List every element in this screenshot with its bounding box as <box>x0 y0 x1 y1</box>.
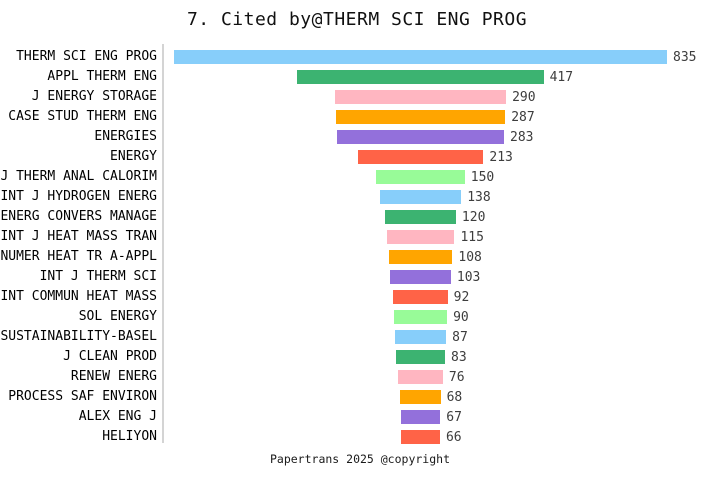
category-label: APPL THERM ENG <box>47 69 157 84</box>
bar <box>334 90 507 104</box>
value-label: 120 <box>461 210 486 225</box>
bar <box>388 250 453 264</box>
category-label: SOL ENERGY <box>78 309 157 324</box>
bar <box>401 430 440 444</box>
bar <box>398 370 443 384</box>
y-axis-line <box>162 44 164 443</box>
bar <box>335 110 506 124</box>
category-label: ENERGY <box>110 149 157 164</box>
value-label: 287 <box>511 110 535 125</box>
bar <box>394 330 447 344</box>
bar <box>390 270 451 284</box>
value-label: 90 <box>453 310 469 325</box>
category-label: RENEW ENERG <box>70 369 157 384</box>
category-label: J CLEAN PROD <box>63 349 157 364</box>
value-label: 76 <box>448 370 465 385</box>
bar <box>297 70 544 84</box>
bar <box>400 410 441 424</box>
category-label: INT J THERM SCI <box>39 269 157 284</box>
bar <box>400 390 441 404</box>
bar <box>393 310 448 324</box>
category-label: INT COMMUN HEAT MASS <box>0 289 157 304</box>
bar <box>395 350 445 364</box>
category-label: J ENERGY STORAGE <box>31 89 157 104</box>
bar <box>174 50 667 64</box>
category-label: ENERGIES <box>94 129 157 144</box>
value-label: 108 <box>458 250 482 265</box>
value-label: 87 <box>452 330 468 345</box>
value-label: 68 <box>446 390 463 405</box>
value-label: 67 <box>446 410 462 425</box>
value-label: 66 <box>445 430 462 445</box>
bar <box>386 230 455 244</box>
category-label: NUMER HEAT TR A-APPL <box>0 249 157 264</box>
value-label: 92 <box>453 290 470 305</box>
category-label: ENERG CONVERS MANAGE <box>0 209 157 224</box>
value-label: 138 <box>467 190 491 205</box>
value-label: 213 <box>489 150 513 165</box>
category-label: PROCESS SAF ENVIRON <box>8 389 157 404</box>
value-label: 150 <box>470 170 495 185</box>
category-label: INT J HEAT MASS TRAN <box>0 229 157 244</box>
bar <box>393 290 448 304</box>
bar <box>379 190 462 204</box>
value-label: 290 <box>512 90 536 105</box>
bar <box>357 150 484 164</box>
category-label: INT J HYDROGEN ENERG <box>0 189 157 204</box>
category-label: J THERM ANAL CALORIM <box>0 169 157 184</box>
bar <box>336 130 505 144</box>
category-label: SUSTAINABILITY-BASEL <box>0 329 157 344</box>
value-label: 115 <box>460 230 484 245</box>
category-label: HELIYON <box>102 429 157 444</box>
copyright-text: Papertrans 2025 @copyright <box>269 452 450 466</box>
chart-title: 7. Cited by@THERM SCI ENG PROG <box>186 9 528 30</box>
bar <box>376 170 465 184</box>
category-label: CASE STUD THERM ENG <box>8 109 157 124</box>
value-label: 283 <box>510 130 534 145</box>
category-label: ALEX ENG J <box>78 409 157 424</box>
value-label: 103 <box>456 270 481 285</box>
value-label: 835 <box>673 50 697 65</box>
category-label: THERM SCI ENG PROG <box>16 49 157 64</box>
bar <box>385 210 456 224</box>
value-label: 83 <box>451 350 467 365</box>
value-label: 417 <box>549 70 574 85</box>
